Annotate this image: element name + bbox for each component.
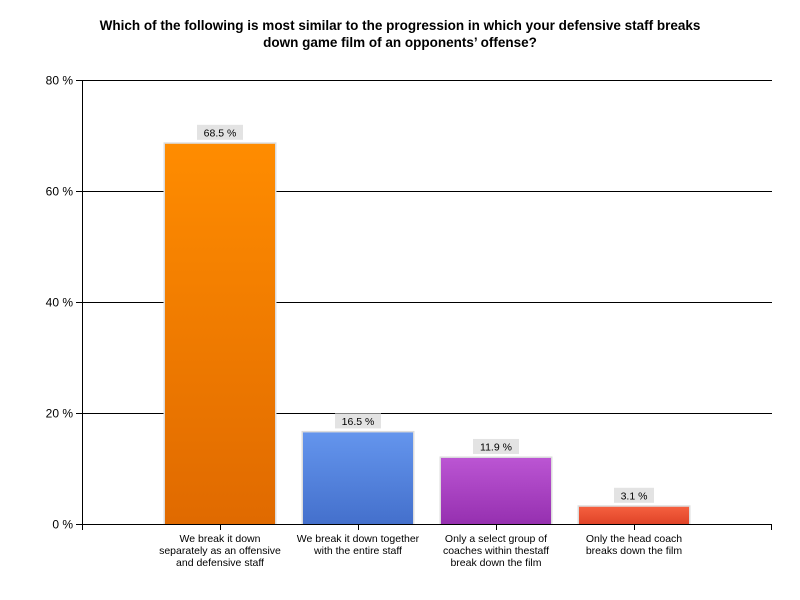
x-category-label: separately as an offensive <box>159 545 281 557</box>
x-category-label: coaches within thestaff <box>443 545 549 557</box>
x-category-label: with the entire staff <box>313 545 402 557</box>
data-label-box <box>614 487 654 503</box>
data-label-box <box>473 438 519 454</box>
y-tick-label: 40 % <box>46 296 74 310</box>
data-label: 3.1 % <box>621 490 648 502</box>
y-tick-label: 0 % <box>52 518 73 532</box>
axes <box>82 80 772 530</box>
x-category-label: breaks down the film <box>586 545 683 557</box>
y-tick-label: 60 % <box>46 185 74 199</box>
chart-title: Which of the following is most similar t… <box>40 17 760 51</box>
x-category-label: break down the film <box>450 557 541 569</box>
x-category-label: and defensive staff <box>176 557 264 569</box>
chart-title-line-1: Which of the following is most similar t… <box>99 18 701 33</box>
x-category-label: We break it down together <box>297 533 420 545</box>
x-category-label: We break it down <box>180 533 261 545</box>
y-tick-label: 20 % <box>46 407 74 421</box>
data-label: 11.9 % <box>480 441 512 453</box>
data-label-box <box>197 124 243 140</box>
bar <box>579 506 689 524</box>
bars <box>163 142 691 524</box>
data-labels: 68.5 % 16.5 % 11.9 % 3.1 % <box>197 124 654 503</box>
data-label: 16.5 % <box>342 416 375 428</box>
bar <box>441 457 551 524</box>
y-tick-label: 80 % <box>46 74 74 88</box>
x-category-label: Only a select group of <box>445 533 547 545</box>
bar <box>303 432 413 524</box>
bar <box>165 143 275 524</box>
x-category-label: Only the head coach <box>586 533 682 545</box>
chart-title-line-2: down game film of an opponents’ offense? <box>263 35 537 50</box>
y-tick-labels: 0 % 20 % 40 % 60 % 80 % <box>46 74 74 532</box>
data-label: 68.5 % <box>204 127 237 139</box>
data-label-box <box>335 413 381 429</box>
